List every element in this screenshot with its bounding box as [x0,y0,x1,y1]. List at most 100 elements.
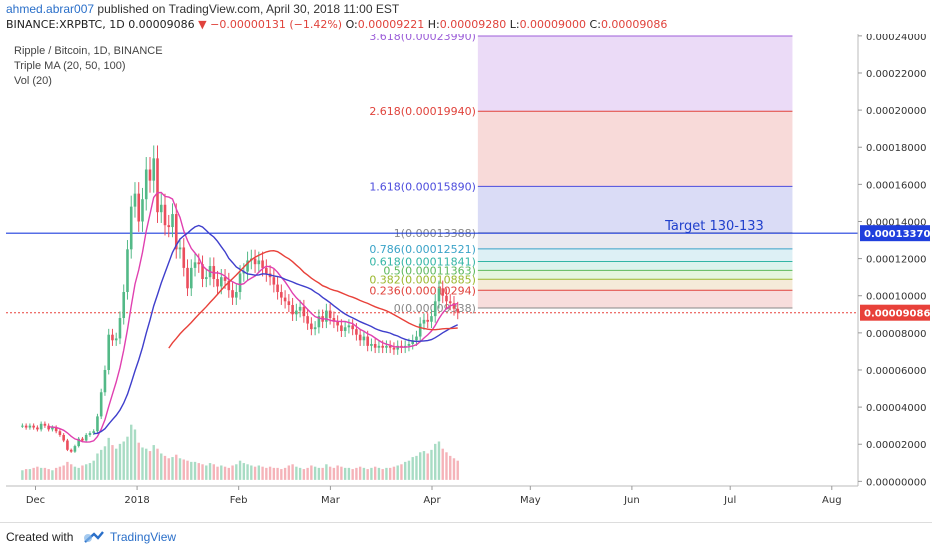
volume-bar [343,467,347,480]
target-price-tag-bg [860,225,930,242]
candle [32,423,35,430]
candle [114,332,118,346]
candle-body [111,334,114,341]
candle-body [231,290,234,298]
volume-bar [261,466,264,480]
volume-bar [43,467,47,480]
x-tick-label: Apr [423,495,441,506]
publish-text: published on TradingView.com, April 30, … [97,2,400,16]
candle-body [340,325,343,332]
price-change: −0.00000131 (−1.42%) [210,18,343,31]
volume-bar [287,465,291,480]
candle [73,444,77,453]
candle [21,423,24,428]
candle-body [21,425,24,427]
volume-bar [313,466,317,480]
volume-bar [310,465,313,480]
fib-label-3.618: 3.618(0.00023990) [369,34,476,43]
fib-zone-1.618 [477,186,793,233]
volume-bar [51,470,54,480]
volume-bar [377,467,381,480]
volume-bar [422,451,426,480]
y-tick-label: 0.00006000 [866,366,926,377]
candle [433,294,437,323]
price-chart[interactable]: 3.618(0.00023990) 2.618(0.00019940) 1.618(… [0,34,932,522]
candle-body [167,225,171,228]
candle-body [433,301,437,317]
author-link[interactable]: ahmed.abrar007 [6,2,95,16]
candle-body [96,416,99,432]
volume-bar [92,460,95,480]
candle [422,313,426,330]
fib-label-0.786: 0.786(0.00012521) [369,243,476,256]
candle [39,421,43,432]
candle [216,270,219,295]
candle-body [456,308,460,313]
candle-body [32,425,35,428]
volume-bar [115,448,118,480]
candle [36,425,39,432]
candle [246,251,249,280]
candle [253,249,257,273]
volume-bar [77,467,80,480]
volume-bar [298,467,302,480]
candle [69,448,73,453]
candle-body [114,338,118,341]
candle-body [51,427,54,430]
publish-info: ahmed.abrar007 published on TradingView.… [6,2,399,16]
candle-body [358,334,362,341]
fib-zone-2.618 [477,111,793,187]
legend-ma[interactable]: Triple MA (20, 50, 100) [14,60,126,72]
volume-bar [111,445,114,480]
candle-body [156,158,159,213]
candle [448,294,452,311]
y-tick-label: 0.00012000 [866,255,926,266]
candle [174,203,178,259]
volume-bar [24,469,28,480]
candle [66,438,69,452]
candle [126,240,129,300]
candle-body [174,214,178,250]
candle-body [317,316,321,328]
x-tick-label: May [520,495,541,506]
volume-bar [283,467,287,480]
candle-body [36,427,39,430]
candle-body [287,301,291,306]
candle [336,315,339,332]
candle-body [129,206,133,250]
volume-bar [272,467,276,480]
candle [133,182,137,218]
candle-body [159,204,163,213]
volume-bar [122,441,125,480]
candle [287,294,291,313]
candle-body [441,288,445,296]
volume-bar [186,460,189,480]
legend-vol[interactable]: Vol (20) [14,75,52,87]
open-label: O: [345,18,358,31]
candle-body [392,347,396,350]
candle [141,187,144,232]
x-tick-label: Jul [723,495,736,506]
candle-body [197,262,201,265]
volume-bar [223,466,227,480]
volume-bar [21,470,24,480]
volume-bar [163,455,167,480]
candle [332,311,336,329]
volume-bar [321,467,324,480]
last-price-tag: 0.00009086 [864,309,930,320]
candle [295,303,298,321]
fib-zone-0.236 [477,290,793,309]
candle-body [306,316,309,324]
volume-bar [250,465,253,480]
candle [107,328,111,375]
volume-bar [456,460,459,480]
volume-bar [268,466,272,480]
tradingview-link[interactable]: TradingView [110,530,177,544]
candle-body [133,193,137,207]
volume-bar [392,466,396,480]
candle [362,330,366,346]
candle [144,157,148,211]
volume-bar [441,448,444,480]
candle [96,413,99,434]
candle [385,340,388,354]
